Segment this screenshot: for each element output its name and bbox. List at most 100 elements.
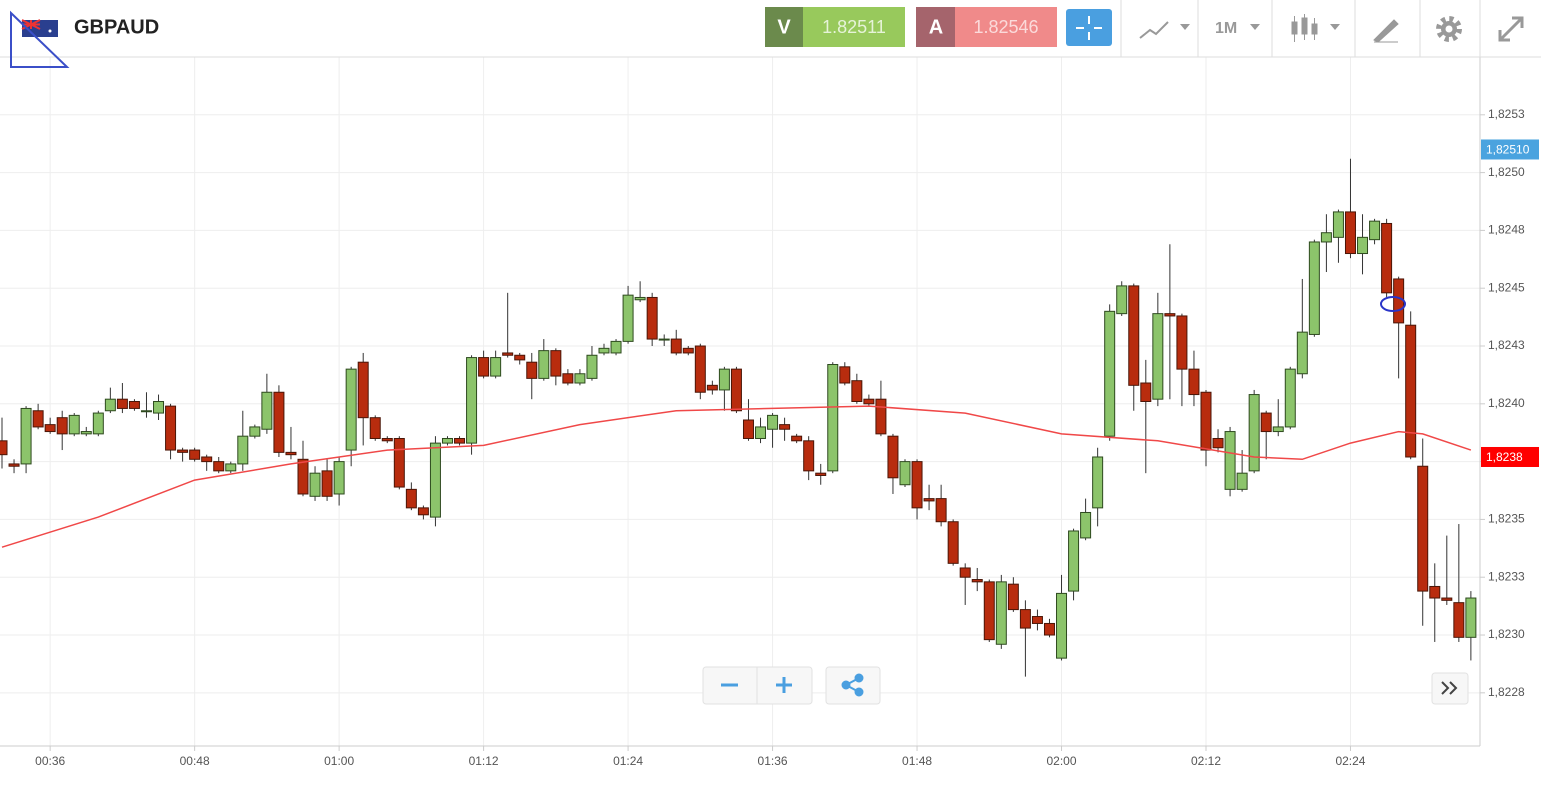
drawing-ellipse (1380, 296, 1406, 312)
settings-button[interactable] (1436, 16, 1462, 42)
scroll-right-button[interactable] (1441, 681, 1458, 695)
candle-body (742, 419, 754, 439)
chart-type-button[interactable] (1139, 21, 1190, 39)
fullscreen-button[interactable] (1498, 16, 1524, 42)
share-button[interactable] (841, 673, 864, 697)
x-tick-label: 01:00 (324, 754, 354, 768)
candle-body (791, 435, 803, 442)
candle-body (56, 417, 68, 435)
candle-body (273, 391, 285, 453)
price-marker (1481, 446, 1539, 467)
price-marker (1481, 139, 1539, 160)
candle-body (1128, 285, 1140, 386)
candle-body (405, 488, 417, 509)
buy-price-box[interactable] (955, 7, 1057, 47)
candle-body (165, 405, 177, 451)
sell-price-box[interactable] (803, 7, 905, 47)
candle-body (1260, 412, 1272, 433)
candle-body (44, 424, 56, 433)
candle-body (201, 456, 213, 463)
candle-body (839, 366, 851, 384)
y-tick-label: 1,8253 (1488, 107, 1525, 121)
sell-label-box[interactable] (765, 7, 803, 47)
draw-button[interactable] (1373, 19, 1399, 43)
dropdown-arrow[interactable] (1250, 24, 1260, 30)
candle-body (1320, 232, 1332, 243)
candle-body (116, 398, 128, 409)
candle-body (1236, 472, 1248, 490)
x-tick-label: 01:24 (613, 754, 643, 768)
candle-body (1007, 583, 1019, 611)
x-tick-label: 00:48 (180, 754, 210, 768)
line-icon[interactable] (1139, 21, 1169, 39)
candle-body (1357, 236, 1369, 255)
dropdown-arrow[interactable] (1330, 24, 1340, 30)
zoom-controls (702, 666, 1469, 705)
candle-body (1188, 368, 1200, 396)
candle-body (128, 401, 140, 409)
x-tick-label: 01:36 (758, 754, 788, 768)
x-tick-label: 02:24 (1335, 754, 1365, 768)
candle-body (140, 410, 152, 413)
scroll-box[interactable] (1431, 672, 1469, 705)
share-dot[interactable] (854, 673, 864, 683)
crosshair-icon[interactable] (1076, 16, 1102, 40)
candle-wicks[interactable] (1294, 14, 1315, 42)
candle-body (92, 412, 104, 435)
gear-hole[interactable] (1445, 25, 1453, 33)
candle-body (899, 461, 911, 486)
candle-body (1212, 437, 1224, 449)
crosshair-bg[interactable] (1066, 9, 1112, 46)
sell-label[interactable]: V (777, 16, 791, 38)
candle-body (1417, 465, 1429, 592)
share-dot[interactable] (841, 680, 851, 690)
candle-body (1296, 331, 1308, 375)
crosshair-button[interactable] (1066, 9, 1112, 46)
candle-body (466, 357, 478, 444)
candle-body (1019, 609, 1031, 629)
candle-body (321, 470, 333, 497)
y-tick-label: 1,8240 (1488, 396, 1525, 410)
sell-price[interactable]: 1.82511 (822, 17, 886, 37)
zoom-in-button[interactable] (776, 677, 792, 693)
buy-label[interactable]: A (929, 16, 943, 38)
candle-body (1453, 602, 1465, 638)
candle-body (851, 380, 863, 403)
share-box[interactable] (825, 666, 881, 705)
dropdown-arrow[interactable] (1180, 24, 1190, 30)
y-tick-label: 1,8228 (1488, 685, 1525, 699)
buy-button[interactable]: A 1.82546 (916, 7, 1057, 47)
y-tick-label: 1,8245 (1488, 280, 1525, 294)
candle-body (8, 463, 20, 467)
timeframe-button[interactable]: 1M (1215, 20, 1260, 37)
candle-body (1224, 431, 1236, 490)
candle-body (237, 435, 249, 465)
candle-body (755, 426, 767, 439)
buy-price[interactable]: 1.82546 (973, 17, 1038, 37)
candle-body (32, 410, 44, 428)
candle-body (454, 437, 466, 444)
share-dot[interactable] (854, 687, 864, 697)
flag-cross (21, 19, 41, 30)
y-tick-label: 1,8248 (1488, 223, 1525, 237)
candle-type-button[interactable] (1291, 14, 1340, 42)
toolbar-separators (1120, 0, 1481, 57)
candle-body (1405, 324, 1417, 458)
candle-body (947, 521, 959, 564)
candle-body (562, 373, 574, 384)
candle-body (863, 398, 875, 405)
timeframe[interactable]: 1M (1215, 20, 1237, 37)
candle-body (309, 472, 321, 497)
candle-body (153, 401, 165, 414)
drawing-tool-triangle (10, 10, 70, 68)
candle-body (393, 437, 405, 488)
candle-body (815, 472, 827, 476)
sell-button[interactable]: V 1.82511 (765, 7, 905, 47)
buy-label-box[interactable] (916, 7, 955, 47)
gear-teeth[interactable] (1436, 16, 1462, 42)
candle-body (538, 350, 550, 379)
price-marker-label: 1,82510 (1486, 143, 1530, 157)
candle-body (1429, 585, 1441, 599)
candle-body (225, 463, 237, 472)
